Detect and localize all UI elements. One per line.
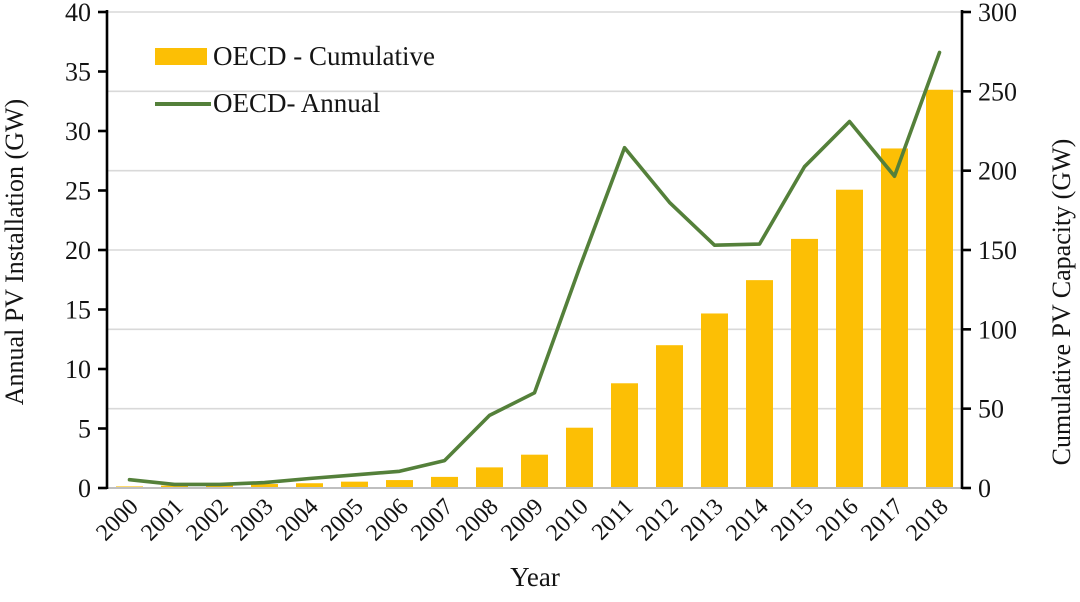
- right-tick-label: 250: [978, 77, 1017, 106]
- legend-label-cumulative: OECD - Cumulative: [213, 41, 435, 71]
- year-label-2010: 2010: [541, 494, 593, 546]
- right-tick-label: 150: [978, 236, 1017, 265]
- left-axis-title: Annual PV Installation (GW): [0, 98, 29, 406]
- right-tick-label: 300: [978, 0, 1017, 27]
- left-tick-label: 40: [65, 0, 91, 27]
- left-tick-label: 30: [65, 117, 91, 146]
- bar-2009: [521, 454, 548, 488]
- right-tick-label: 0: [978, 474, 991, 503]
- left-tick-label: 5: [78, 415, 91, 444]
- year-label-2004: 2004: [271, 494, 323, 546]
- right-axis-title: Cumulative PV Capacity (GW): [1047, 138, 1076, 466]
- bar-2004: [296, 483, 323, 488]
- bar-2006: [386, 480, 413, 488]
- year-label-2013: 2013: [676, 494, 728, 546]
- legend: OECD - Cumulative OECD- Annual: [155, 41, 435, 119]
- year-label-2003: 2003: [226, 494, 278, 546]
- year-label-2001: 2001: [136, 494, 188, 546]
- line-swatch-icon: [155, 101, 211, 106]
- x-axis-title: Year: [510, 562, 560, 592]
- left-tick-label: 10: [65, 355, 91, 384]
- legend-item-annual: OECD- Annual: [155, 87, 435, 119]
- bar-2001: [161, 485, 188, 488]
- bar-2007: [431, 476, 458, 488]
- year-label-2009: 2009: [496, 494, 548, 546]
- left-tick-label: 20: [65, 236, 91, 265]
- year-label-2012: 2012: [631, 494, 683, 546]
- year-label-2007: 2007: [406, 494, 458, 546]
- left-tick-label: 35: [65, 58, 91, 87]
- right-tick-label: 50: [978, 395, 1004, 424]
- bar-2008: [476, 467, 503, 488]
- bar-2002: [206, 484, 233, 488]
- bar-2012: [656, 345, 683, 488]
- left-tick-label: 0: [78, 474, 91, 503]
- year-label-2006: 2006: [361, 494, 413, 546]
- year-label-2000: 2000: [91, 494, 143, 546]
- bar-2003: [251, 484, 278, 488]
- year-label-2005: 2005: [316, 494, 368, 546]
- year-label-2018: 2018: [901, 494, 953, 546]
- year-label-2015: 2015: [766, 494, 818, 546]
- bar-2005: [341, 481, 368, 488]
- legend-label-annual: OECD- Annual: [213, 87, 381, 118]
- annual-line-series: [127, 50, 942, 487]
- bar-2010: [566, 427, 593, 488]
- bar-2011: [611, 383, 638, 488]
- bar-2016: [836, 189, 863, 488]
- year-label-2011: 2011: [587, 494, 639, 546]
- bar-2013: [701, 313, 728, 488]
- bar-2015: [791, 238, 818, 488]
- right-tick-label: 200: [978, 157, 1017, 186]
- bar-2017: [881, 148, 908, 488]
- bar-swatch-icon: [155, 48, 207, 66]
- year-label-2016: 2016: [811, 494, 863, 546]
- right-tick-label: 100: [978, 315, 1017, 344]
- left-tick-label: 25: [65, 177, 91, 206]
- year-label-2002: 2002: [181, 494, 233, 546]
- bar-2018: [926, 89, 953, 488]
- legend-item-cumulative: OECD - Cumulative: [155, 41, 435, 72]
- bar-2014: [746, 280, 773, 488]
- year-label-2014: 2014: [721, 494, 773, 546]
- left-tick-label: 15: [65, 296, 91, 325]
- year-label-2008: 2008: [451, 494, 503, 546]
- year-label-2017: 2017: [856, 494, 908, 546]
